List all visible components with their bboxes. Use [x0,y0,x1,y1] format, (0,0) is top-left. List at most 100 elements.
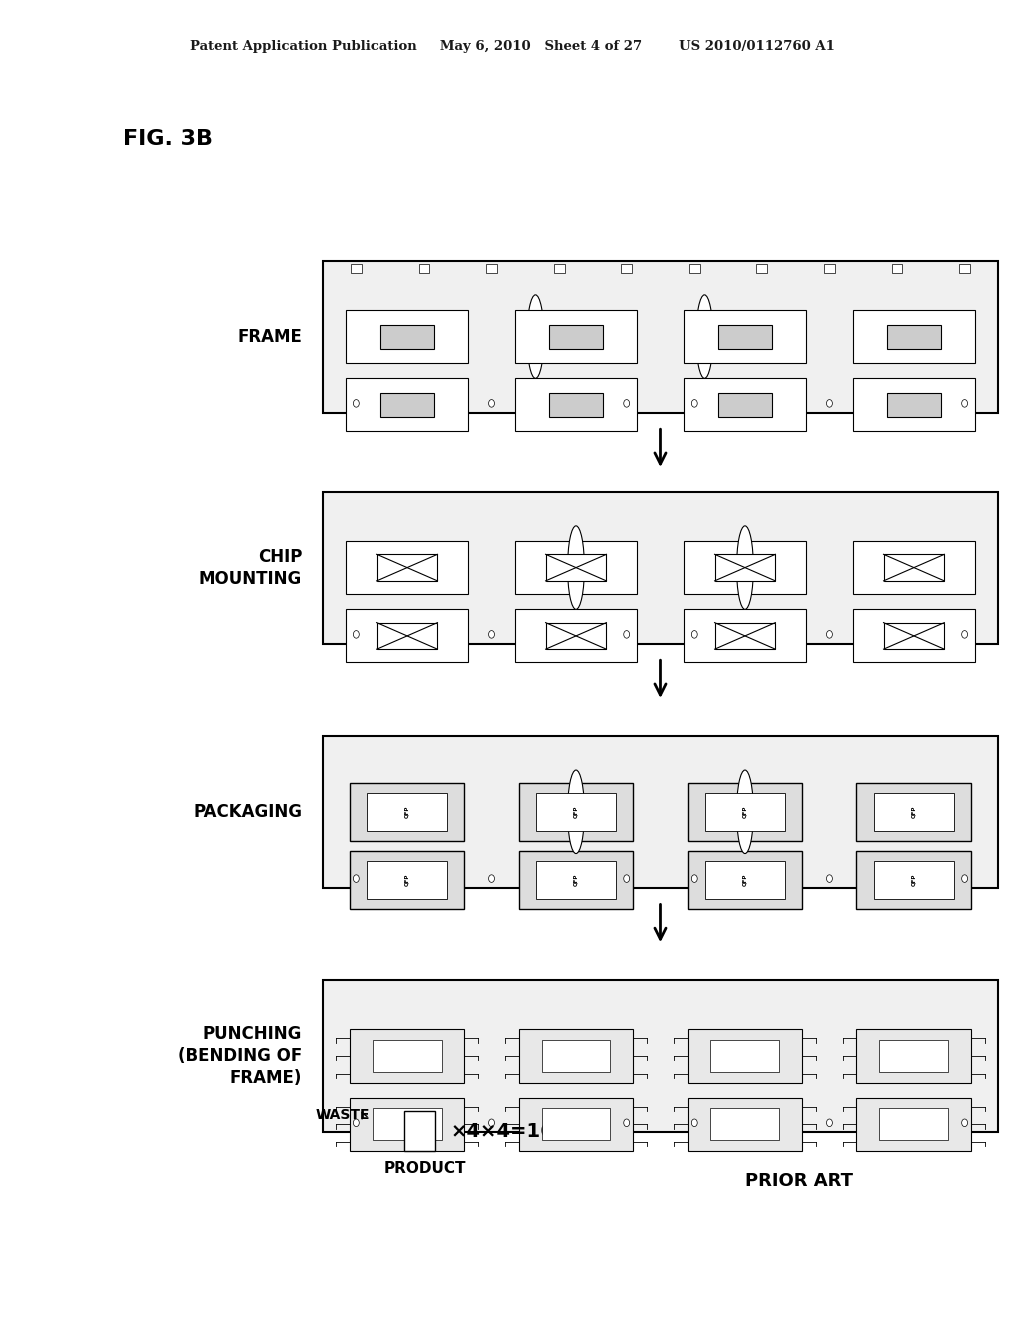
Ellipse shape [736,525,754,610]
Bar [884,554,944,581]
Bar [853,610,975,663]
Bar [880,1040,948,1072]
Bar [536,862,616,899]
Circle shape [488,875,495,882]
Bar [684,541,806,594]
Circle shape [488,1119,495,1126]
Circle shape [759,1119,765,1126]
Bar [856,1030,972,1082]
Text: Patent Application Publication     May 6, 2010   Sheet 4 of 27        US 2010/01: Patent Application Publication May 6, 20… [189,40,835,53]
Text: FIG. 3B: FIG. 3B [123,128,213,149]
Bar [622,264,632,273]
Circle shape [962,875,968,882]
Circle shape [624,875,630,882]
Bar [377,554,437,581]
Bar [718,393,772,417]
Circle shape [962,400,968,407]
Text: PRODUCT: PRODUCT [384,1160,466,1176]
Circle shape [421,875,427,882]
Bar [705,793,785,830]
Bar [346,379,468,432]
Bar [687,1030,803,1082]
Circle shape [826,1119,833,1126]
Bar [349,1030,465,1082]
Bar [380,393,434,417]
Circle shape [759,875,765,882]
Circle shape [691,631,697,638]
Bar [554,264,564,273]
Ellipse shape [567,770,585,854]
Circle shape [353,875,359,882]
Bar [549,325,603,348]
Bar [349,783,465,841]
Bar [715,623,775,649]
Bar [373,1109,441,1140]
Bar [515,379,637,432]
Bar [536,793,616,830]
Bar [856,1098,972,1151]
Bar [705,862,785,899]
Circle shape [421,400,427,407]
Circle shape [624,400,630,407]
Bar [377,623,437,649]
Bar [515,541,637,594]
Circle shape [421,1119,427,1126]
Circle shape [962,1119,968,1126]
Circle shape [556,631,562,638]
Bar [367,862,447,899]
Bar [323,492,998,644]
Circle shape [691,875,697,882]
Bar [518,1098,634,1151]
Bar [856,783,972,841]
Bar [486,264,497,273]
Text: QFP: QFP [404,874,410,886]
Bar [518,851,634,909]
Bar [349,851,465,909]
Bar [419,264,429,273]
Bar [515,310,637,363]
Bar [349,1098,465,1151]
Circle shape [894,631,900,638]
Circle shape [826,400,833,407]
Bar [687,1098,803,1151]
Text: QFP: QFP [742,805,748,818]
Text: PRIOR ART: PRIOR ART [744,1172,853,1191]
Bar [873,793,954,830]
Circle shape [894,875,900,882]
Bar [346,541,468,594]
Bar [824,264,835,273]
Bar [380,325,434,348]
Bar [959,264,970,273]
Text: QFP: QFP [911,874,916,886]
Circle shape [691,1119,697,1126]
Bar [549,393,603,417]
Bar [687,851,803,909]
Text: QFP: QFP [404,805,410,818]
Ellipse shape [567,525,585,610]
Bar [887,325,941,348]
Bar [687,783,803,841]
Bar [715,554,775,581]
Bar [684,610,806,663]
Text: WASTE: WASTE [315,1109,371,1122]
Text: QFP: QFP [573,874,579,886]
Bar [546,623,606,649]
Bar [518,783,634,841]
Circle shape [353,1119,359,1126]
Bar [373,1040,441,1072]
Circle shape [826,631,833,638]
Text: ×4×4=16: ×4×4=16 [451,1122,554,1140]
Bar [518,1030,634,1082]
Circle shape [353,400,359,407]
Circle shape [691,400,697,407]
Bar [367,793,447,830]
Bar [711,1109,779,1140]
Bar [880,1109,948,1140]
Bar [323,737,998,887]
Circle shape [488,631,495,638]
Bar [546,554,606,581]
Bar [853,310,975,363]
Circle shape [624,1119,630,1126]
Text: FRAME: FRAME [238,327,302,346]
Bar [853,379,975,432]
